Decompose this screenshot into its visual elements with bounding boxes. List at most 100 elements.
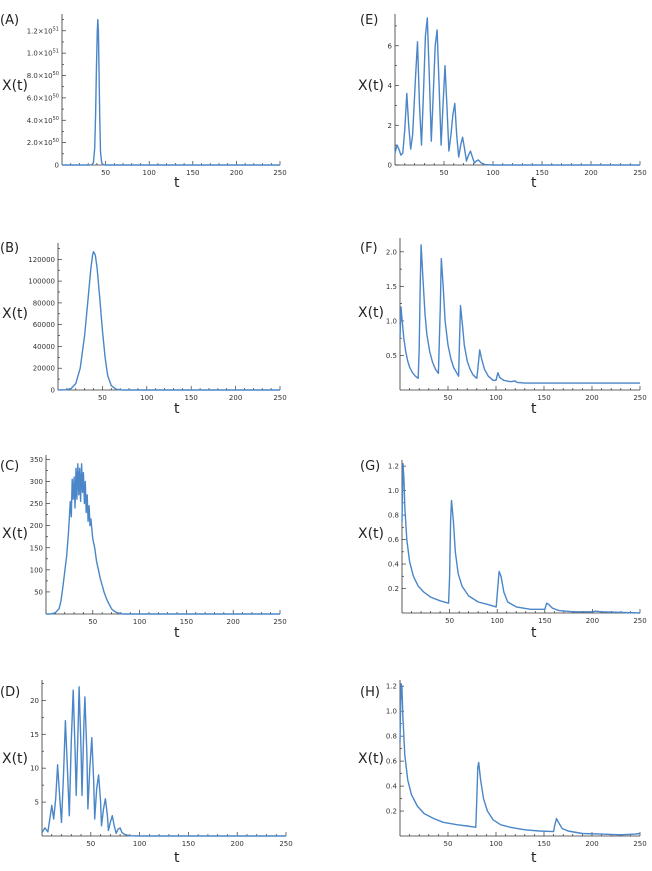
x-tick-label: 200 xyxy=(585,394,598,402)
y-tick-label: 0.2 xyxy=(386,808,397,816)
x-axis-label: t xyxy=(174,401,180,417)
x-axis-label: t xyxy=(531,850,537,866)
y-tick-label: 1.5 xyxy=(386,283,397,291)
x-tick-label: 200 xyxy=(229,394,242,402)
x-tick-label: 250 xyxy=(633,394,646,402)
x-tick-label: 50 xyxy=(444,840,453,848)
x-tick-label: 250 xyxy=(633,840,646,848)
y-tick-label: 2.0 xyxy=(386,248,397,256)
y-tick-label: 0.4 xyxy=(388,561,400,569)
y-tick-label: 80000 xyxy=(33,299,55,307)
panel-e: (E) X(t) t 50 100 150 200 250 0 2 4 6 xyxy=(358,13,647,191)
y-tick-label: 40000 xyxy=(33,343,55,351)
x-tick-label: 100 xyxy=(133,840,146,848)
series-line xyxy=(41,686,286,837)
y-tick-label: 2.0×1050 xyxy=(27,138,59,147)
x-tick-label: 250 xyxy=(273,618,286,626)
y-tick-label: 0.6 xyxy=(388,536,400,544)
panel-h: (H) X(t) t 50 100 150 200 250 0.2 0.4 0.6 0.8 1.0 1.2 xyxy=(358,680,647,866)
y-tick-label: 2 xyxy=(388,122,392,130)
x-tick-label: 50 xyxy=(98,394,107,402)
x-tick-label: 250 xyxy=(633,617,646,625)
x-tick-label: 150 xyxy=(535,169,548,177)
x-tick-label: 100 xyxy=(489,394,502,402)
panel-label: (G) xyxy=(360,459,380,474)
y-tick-label: 0 xyxy=(51,387,55,395)
y-tick-label: 4.0×1050 xyxy=(27,116,59,125)
y-axis-label: X(t) xyxy=(358,305,384,321)
y-tick-label: 0.4 xyxy=(386,783,398,791)
panel-a: (A) X(t) t 50 100 150 200 250 0 2.0×1050 4.0×1050 6… xyxy=(0,13,287,191)
x-axis-label: t xyxy=(174,625,180,641)
y-axis-label: X(t) xyxy=(2,306,28,322)
y-tick-label: 0 xyxy=(55,162,59,170)
y-tick-label: 0.8 xyxy=(388,512,399,520)
y-tick-label: 60000 xyxy=(33,321,55,329)
x-tick-label: 250 xyxy=(279,840,292,848)
y-tick-label: 20000 xyxy=(33,365,55,373)
panel-label: (E) xyxy=(360,13,378,28)
x-axis-label: t xyxy=(174,850,180,866)
y-axis-label: X(t) xyxy=(358,78,384,94)
y-tick-label: 150 xyxy=(30,544,43,552)
y-tick-label: 0 xyxy=(388,162,392,170)
y-tick-label: 5 xyxy=(35,799,39,807)
y-tick-label: 6 xyxy=(388,42,393,50)
x-tick-label: 200 xyxy=(227,618,240,626)
y-tick-label: 1.0 xyxy=(386,708,397,716)
y-axis-label: X(t) xyxy=(358,526,384,542)
x-tick-label: 250 xyxy=(273,394,286,402)
y-tick-label: 0.2 xyxy=(388,585,399,593)
y-tick-label: 4 xyxy=(388,82,393,90)
y-tick-label: 8.0×1050 xyxy=(27,71,59,80)
x-tick-label: 150 xyxy=(180,618,193,626)
y-tick-label: 200 xyxy=(30,522,43,530)
y-axis-label: X(t) xyxy=(2,526,28,542)
y-tick-label: 1.0 xyxy=(386,317,397,325)
y-tick-label: 10 xyxy=(30,765,39,773)
panel-f: (F) X(t) t 50 100 150 200 250 0.5 1.0 1.5 2.0 xyxy=(358,238,647,417)
panel-label: (F) xyxy=(360,241,378,256)
series-line xyxy=(399,683,641,836)
x-tick-label: 200 xyxy=(585,840,598,848)
x-tick-label: 150 xyxy=(537,840,550,848)
x-axis-label: t xyxy=(531,175,537,191)
y-tick-label: 1.2 xyxy=(388,463,399,471)
panel-c: (C) X(t) t 50 100 150 200 250 50 100 150 200 250 300 3… xyxy=(0,455,287,641)
x-tick-label: 100 xyxy=(486,169,499,177)
x-tick-label: 200 xyxy=(230,169,243,177)
y-tick-label: 1.0 xyxy=(388,487,399,495)
y-tick-label: 0.5 xyxy=(386,352,397,360)
x-tick-label: 250 xyxy=(273,169,286,177)
y-tick-label: 1.2 xyxy=(386,683,397,691)
x-tick-label: 200 xyxy=(231,840,244,848)
x-tick-label: 150 xyxy=(185,394,198,402)
x-tick-label: 150 xyxy=(537,394,550,402)
panel-label: (B) xyxy=(0,241,19,256)
x-tick-label: 100 xyxy=(491,617,504,625)
y-axis-label: X(t) xyxy=(358,751,384,767)
x-tick-label: 50 xyxy=(86,840,95,848)
x-axis-label: t xyxy=(531,625,537,641)
panel-label: (H) xyxy=(360,685,380,700)
x-tick-label: 50 xyxy=(440,169,449,177)
panel-label: (D) xyxy=(0,685,20,700)
panel-label: (A) xyxy=(0,13,19,28)
y-axis-label: X(t) xyxy=(2,78,28,94)
x-tick-label: 200 xyxy=(586,617,599,625)
series-line xyxy=(57,250,280,391)
panel-d: (D) X(t) t 50 100 150 200 250 5 10 15 20 xyxy=(0,680,293,866)
y-tick-label: 120000 xyxy=(28,256,55,264)
y-tick-label: 50 xyxy=(34,588,43,596)
y-tick-label: 250 xyxy=(30,500,43,508)
x-tick-label: 50 xyxy=(101,169,110,177)
panel-b: (B) X(t) t 50 100 150 200 250 0 20000 40000 60000 80… xyxy=(0,241,287,417)
x-tick-label: 50 xyxy=(88,618,97,626)
y-tick-label: 1.0×1051 xyxy=(27,49,59,58)
x-tick-label: 150 xyxy=(182,840,195,848)
y-tick-label: 300 xyxy=(30,478,43,486)
x-tick-label: 50 xyxy=(445,617,454,625)
series-line xyxy=(394,17,640,166)
x-axis-label: t xyxy=(174,175,180,191)
series-line xyxy=(62,18,280,166)
